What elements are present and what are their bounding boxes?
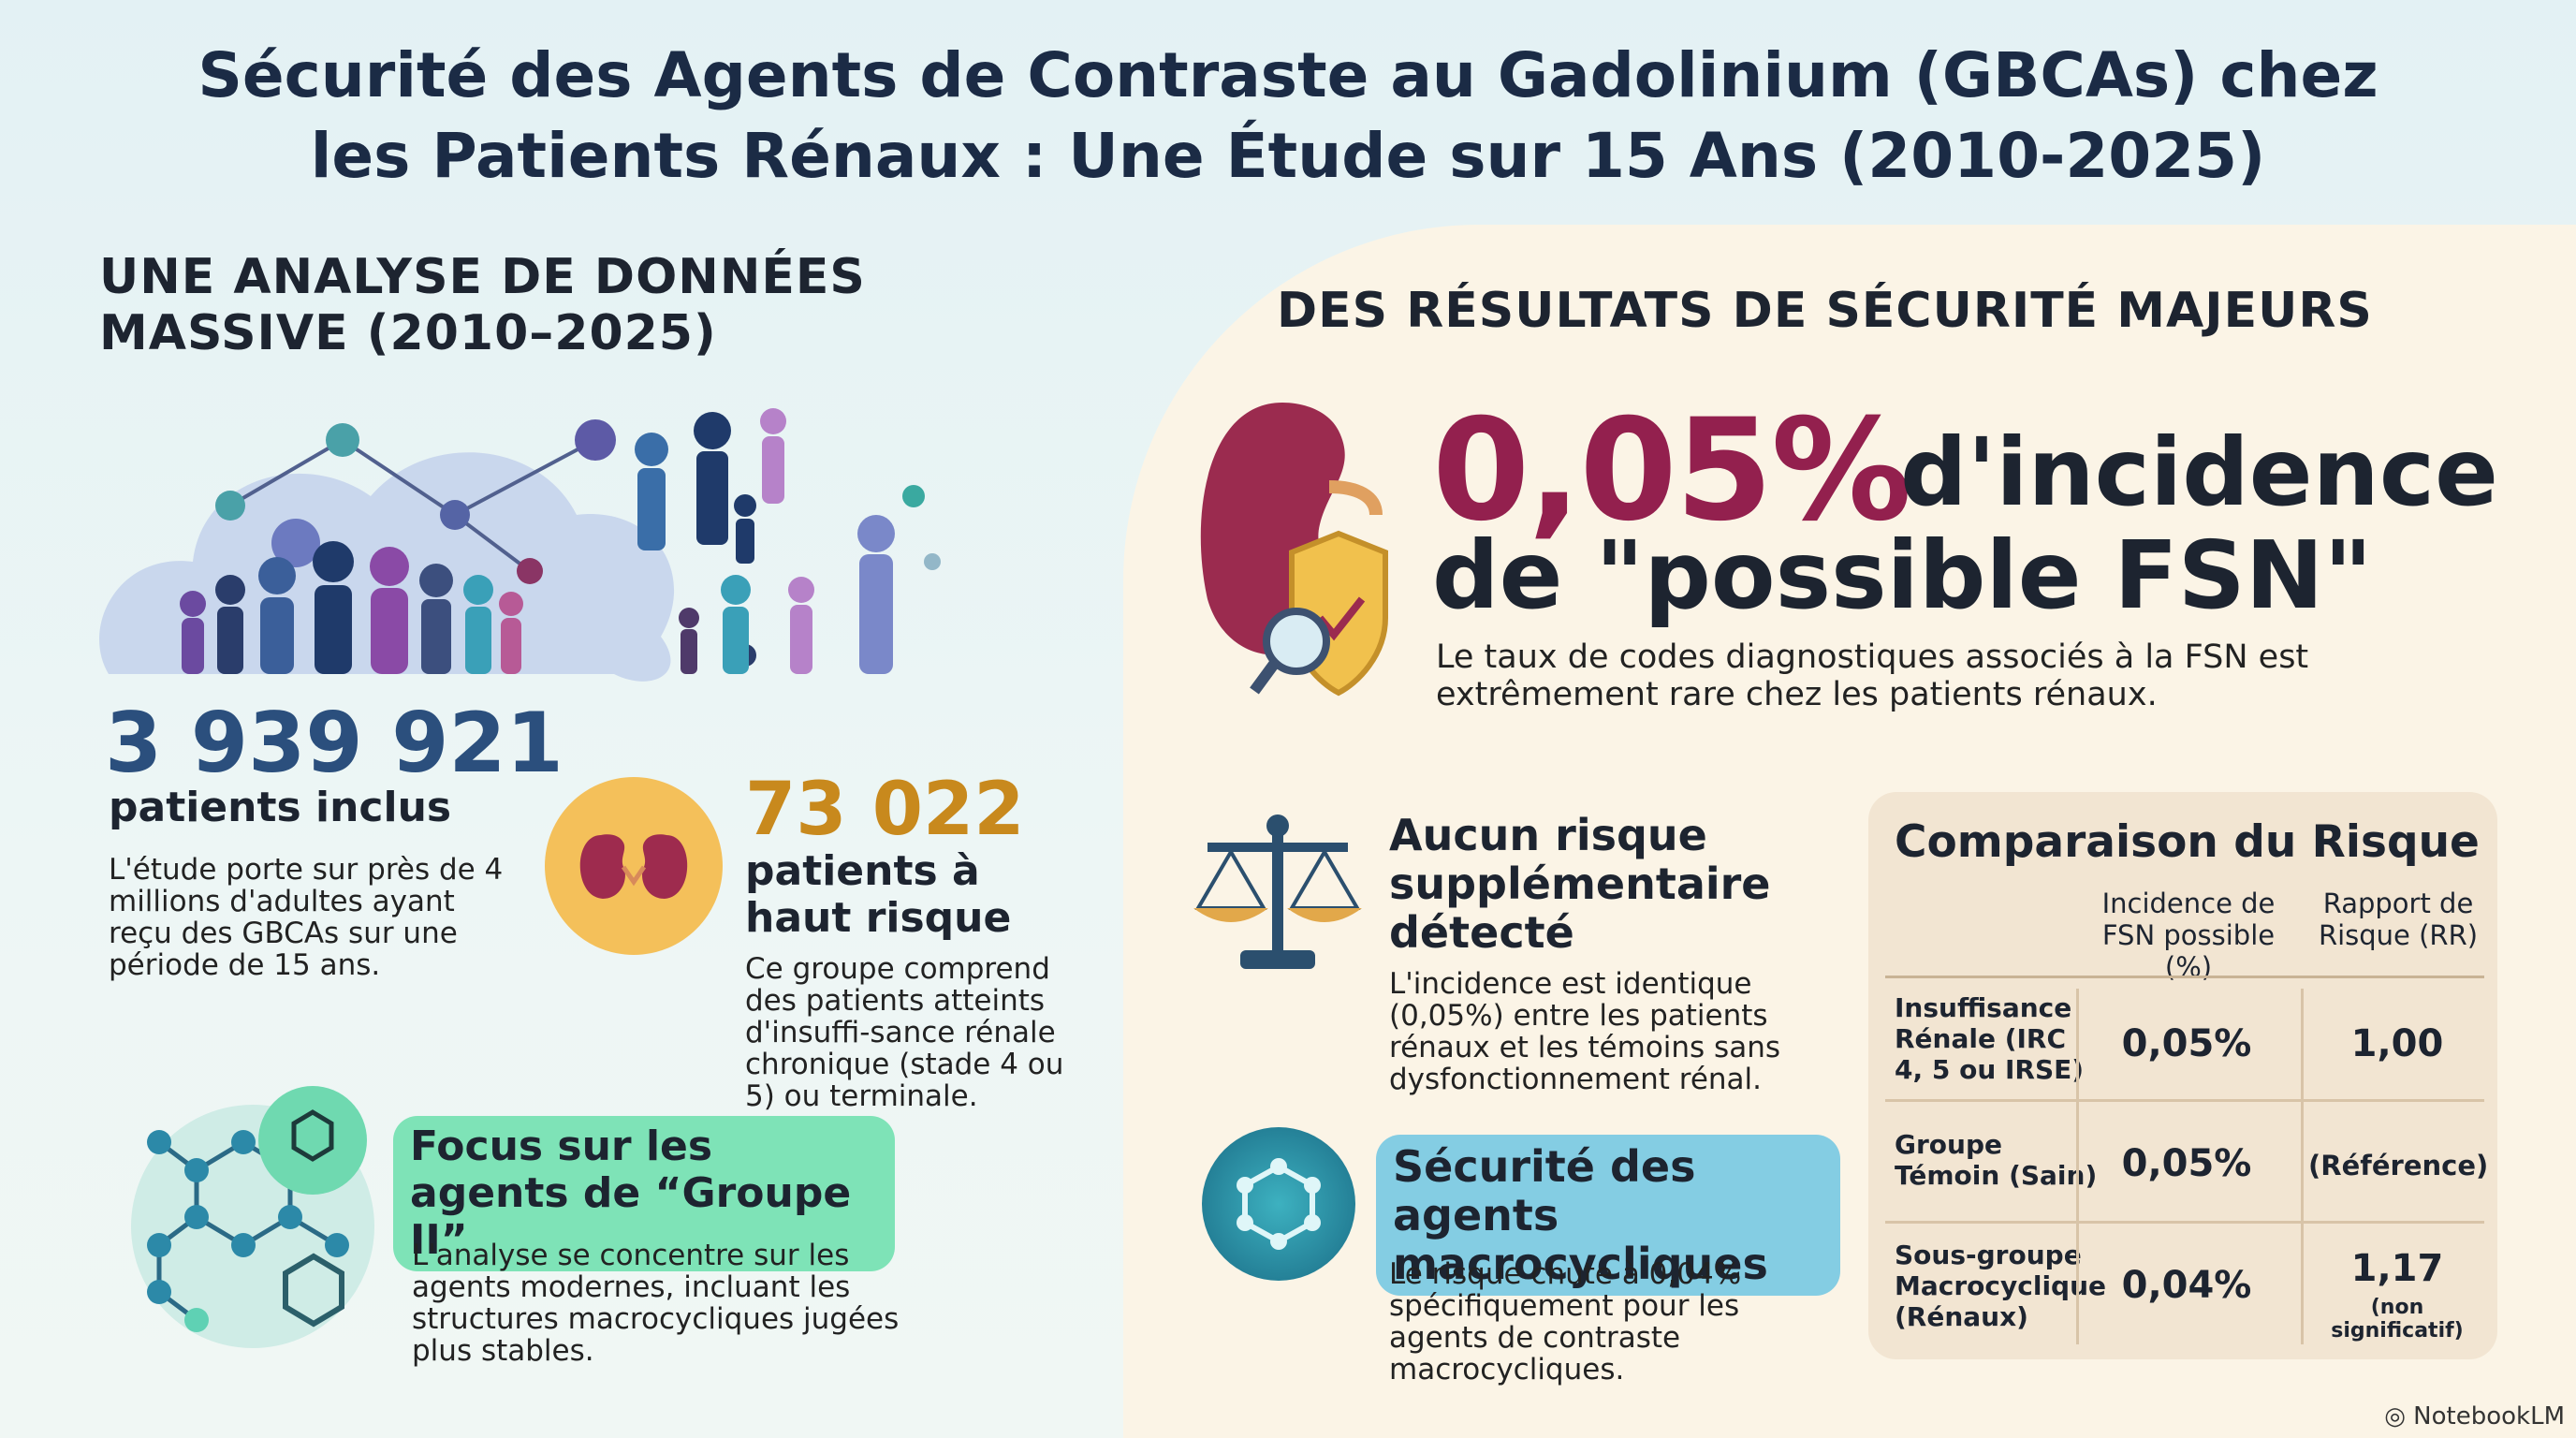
risk-comparison-table: Comparaison du Risque Incidence de FSN p… (1868, 792, 2497, 1359)
column-header-incidence: Incidence de FSN possible (%) (2101, 888, 2276, 983)
focus-group-ii-title: Focus sur les agents de “Groupe II” (393, 1116, 895, 1271)
table-column-divider (2301, 989, 2304, 1344)
footer-text: NotebookLM (2413, 1402, 2565, 1431)
table-cell-incidence-renal: 0,05% (2121, 1022, 2252, 1065)
page-title: Sécurité des Agents de Contraste au Gado… (198, 39, 2378, 192)
table-row-label-macrocyclic: Sous-groupe Macrocyclique (Rénaux) (1895, 1240, 2107, 1332)
notebooklm-logo-icon: ◎ (2384, 1402, 2414, 1431)
fsn-incidence-value: 0,05% (1432, 389, 1911, 552)
focus-description: L'analyse se concentre sur les agents mo… (412, 1239, 900, 1368)
fsn-incidence-label-1: d'incidence (1900, 418, 2498, 527)
table-cell-rr-control: (Référence) (2308, 1150, 2489, 1181)
macrocyclic-description: Le risque chute à 0,04% spécifiquement p… (1389, 1257, 1742, 1387)
kidney-icon (545, 777, 723, 955)
table-cell-incidence-macrocyclic: 0,04% (2121, 1264, 2252, 1307)
column-header-rr: Rapport de Risque (RR) (2318, 888, 2479, 951)
balance-scale-icon (1193, 814, 1362, 969)
macrocycle-icon (1202, 1127, 1355, 1281)
left-section-heading: UNE ANALYSE DE DONNÉES MASSIVE (2010–202… (99, 249, 866, 361)
table-column-divider (2076, 989, 2079, 1344)
macrocyclic-safety-title: Sécurité des agents macrocycliques (1376, 1135, 1840, 1296)
fsn-incidence-label-2: de "possible FSN" (1432, 521, 2373, 630)
patients-count: 3 939 921 (105, 695, 564, 791)
patients-description: L'étude porte sur près de 4 millions d'a… (109, 853, 504, 982)
table-row-label-renal: Insuffisance Rénale (IRC 4, 5 ou IRSE) (1895, 992, 2085, 1085)
table-header-divider (1885, 976, 2484, 978)
patients-label: patients inclus (109, 784, 452, 831)
crowd-data-illustration (99, 408, 941, 682)
table-cell-rr-note: (non significatif) (2331, 1296, 2464, 1343)
notebooklm-watermark: ◎ NotebookLM (2384, 1402, 2565, 1431)
fsn-incidence-description: Le taux de codes diagnostiques associés … (1436, 638, 2309, 713)
table-row-label-control: Groupe Témoin (Sain) (1895, 1129, 2098, 1191)
kidney-shield-icon (1200, 403, 1388, 697)
high-risk-label: patients à haut risque (745, 847, 1012, 942)
table-cell-rr-macrocyclic: 1,17 (2350, 1247, 2444, 1290)
table-cell-rr-renal: 1,00 (2350, 1022, 2444, 1065)
table-row-divider (1885, 1221, 2484, 1224)
benzene-icon (258, 1086, 367, 1195)
right-section-heading: DES RÉSULTATS DE SÉCURITÉ MAJEURS (1277, 283, 2373, 339)
no-risk-title: Aucun risque supplémentaire détecté (1389, 810, 1771, 958)
high-risk-description: Ce groupe comprend des patients atteints… (745, 952, 1064, 1113)
table-title: Comparaison du Risque (1895, 816, 2480, 868)
no-risk-description: L'incidence est identique (0,05%) entre … (1389, 967, 1781, 1096)
table-row-divider (1885, 1099, 2484, 1102)
table-cell-incidence-control: 0,05% (2121, 1142, 2252, 1185)
high-risk-count: 73 022 (745, 768, 1025, 852)
